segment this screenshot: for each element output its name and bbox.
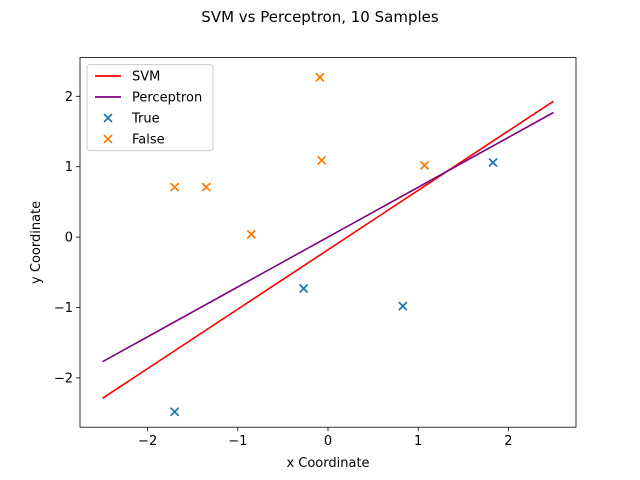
legend-marker-true-glyph	[103, 113, 113, 123]
x-tick-label: −2	[138, 434, 157, 449]
line-perceptron	[102, 111, 554, 363]
y-tick-label: 2	[65, 90, 73, 105]
point-false	[315, 72, 325, 82]
legend-box	[86, 64, 214, 152]
y-tick-label: −1	[54, 301, 73, 316]
y-tick-label: 0	[65, 231, 73, 246]
legend-marker-false	[103, 134, 113, 144]
legend-label-true: True	[131, 112, 160, 127]
y-tick-label: 1	[65, 160, 73, 175]
x-tick-label: 1	[414, 434, 422, 449]
point-false	[170, 182, 180, 192]
legend-marker-false-glyph	[103, 134, 113, 144]
x-tick-label: 0	[324, 434, 332, 449]
point-true	[398, 301, 408, 311]
x-axis-label: x Coordinate	[286, 456, 369, 471]
legend-label-perceptron: Perceptron	[132, 91, 202, 106]
point-false	[317, 155, 327, 166]
point-true	[488, 157, 498, 168]
line-svm	[102, 100, 554, 399]
decision-lines	[102, 100, 554, 399]
y-tick-label: −2	[54, 371, 73, 386]
y-axis-ticks: −2 −1 0 1 2	[54, 90, 80, 386]
point-false	[246, 229, 256, 239]
legend-label-false: False	[132, 133, 165, 148]
point-false	[419, 160, 430, 170]
legend-marker-true	[103, 113, 113, 123]
y-axis-label: y Coordinate	[29, 201, 44, 284]
point-false	[201, 182, 211, 192]
point-true	[170, 407, 180, 417]
chart-title: SVM vs Perceptron, 10 Samples	[201, 8, 439, 26]
scatter-points	[170, 72, 498, 417]
legend-label-svm: SVM	[132, 70, 160, 85]
point-true	[299, 283, 309, 294]
legend: SVM Perceptron True False	[86, 64, 214, 152]
x-axis-ticks: −2 −1 0 1 2	[138, 427, 513, 449]
x-tick-label: 2	[504, 434, 512, 449]
x-tick-label: −1	[228, 434, 247, 449]
